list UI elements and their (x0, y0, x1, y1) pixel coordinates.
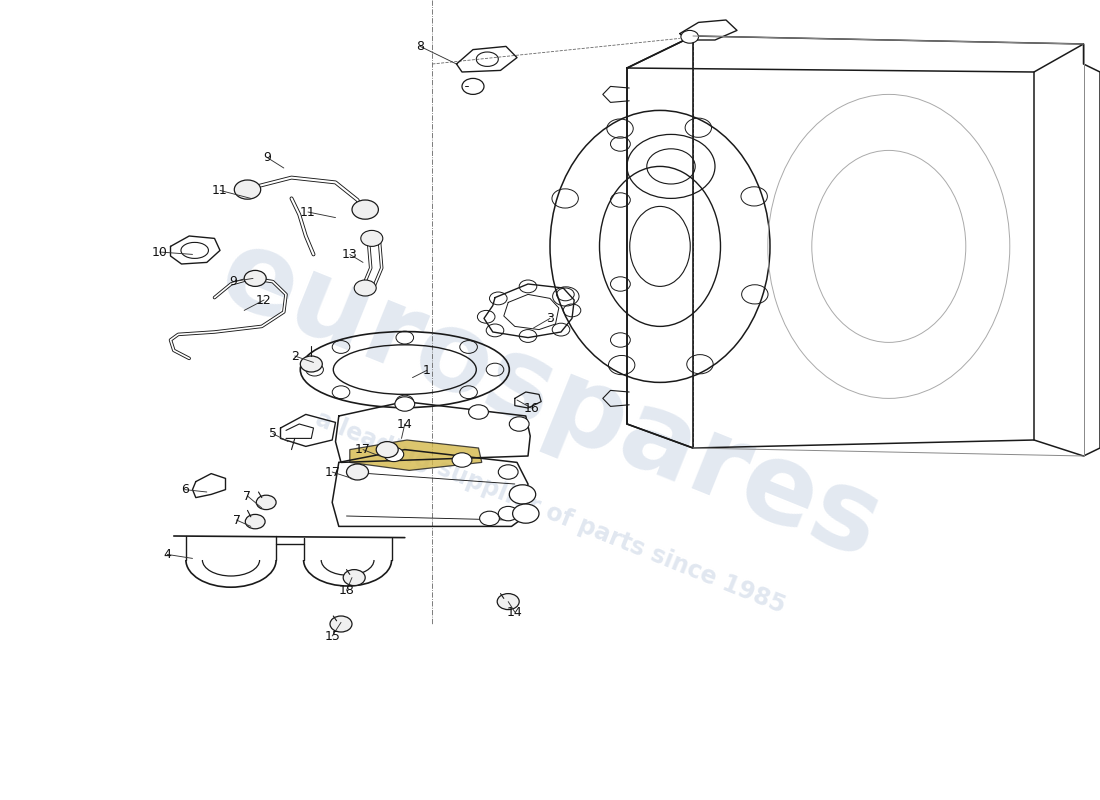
Circle shape (462, 78, 484, 94)
Text: 16: 16 (524, 402, 539, 414)
Text: 7: 7 (232, 514, 241, 526)
Circle shape (498, 506, 518, 521)
Text: 4: 4 (163, 548, 172, 561)
Text: 6: 6 (180, 483, 189, 496)
Circle shape (681, 30, 698, 43)
Circle shape (234, 180, 261, 199)
Circle shape (513, 504, 539, 523)
Text: eurospares: eurospares (205, 218, 895, 582)
Circle shape (384, 447, 404, 462)
Circle shape (469, 405, 488, 419)
Circle shape (245, 514, 265, 529)
Text: 3: 3 (546, 312, 554, 325)
Circle shape (509, 485, 536, 504)
Text: 18: 18 (339, 584, 354, 597)
Circle shape (244, 270, 266, 286)
Circle shape (452, 453, 472, 467)
Circle shape (361, 230, 383, 246)
Polygon shape (350, 440, 482, 470)
Text: 11: 11 (212, 184, 228, 197)
Text: 5: 5 (268, 427, 277, 440)
Text: 13: 13 (342, 248, 358, 261)
Text: a leading supplier of parts since 1985: a leading supplier of parts since 1985 (311, 406, 789, 618)
Circle shape (330, 616, 352, 632)
Circle shape (256, 495, 276, 510)
Circle shape (346, 464, 368, 480)
Text: 9: 9 (229, 275, 238, 288)
Text: 12: 12 (256, 294, 272, 306)
Circle shape (395, 397, 415, 411)
Circle shape (300, 356, 322, 372)
Text: 8: 8 (416, 40, 425, 53)
Text: 11: 11 (300, 206, 316, 218)
Text: 2: 2 (290, 350, 299, 362)
Text: 1: 1 (422, 364, 431, 377)
Circle shape (354, 280, 376, 296)
Text: 7: 7 (243, 490, 252, 502)
Text: 15: 15 (324, 630, 340, 642)
Text: 9: 9 (263, 151, 272, 164)
Circle shape (498, 465, 518, 479)
Text: 14: 14 (507, 606, 522, 618)
Text: 10: 10 (152, 246, 167, 258)
Circle shape (352, 200, 378, 219)
Circle shape (509, 417, 529, 431)
Text: 17: 17 (324, 466, 340, 478)
Text: 17: 17 (355, 443, 371, 456)
Circle shape (376, 442, 398, 458)
Circle shape (497, 594, 519, 610)
Circle shape (343, 570, 365, 586)
Circle shape (480, 511, 499, 526)
Text: 14: 14 (397, 418, 412, 430)
